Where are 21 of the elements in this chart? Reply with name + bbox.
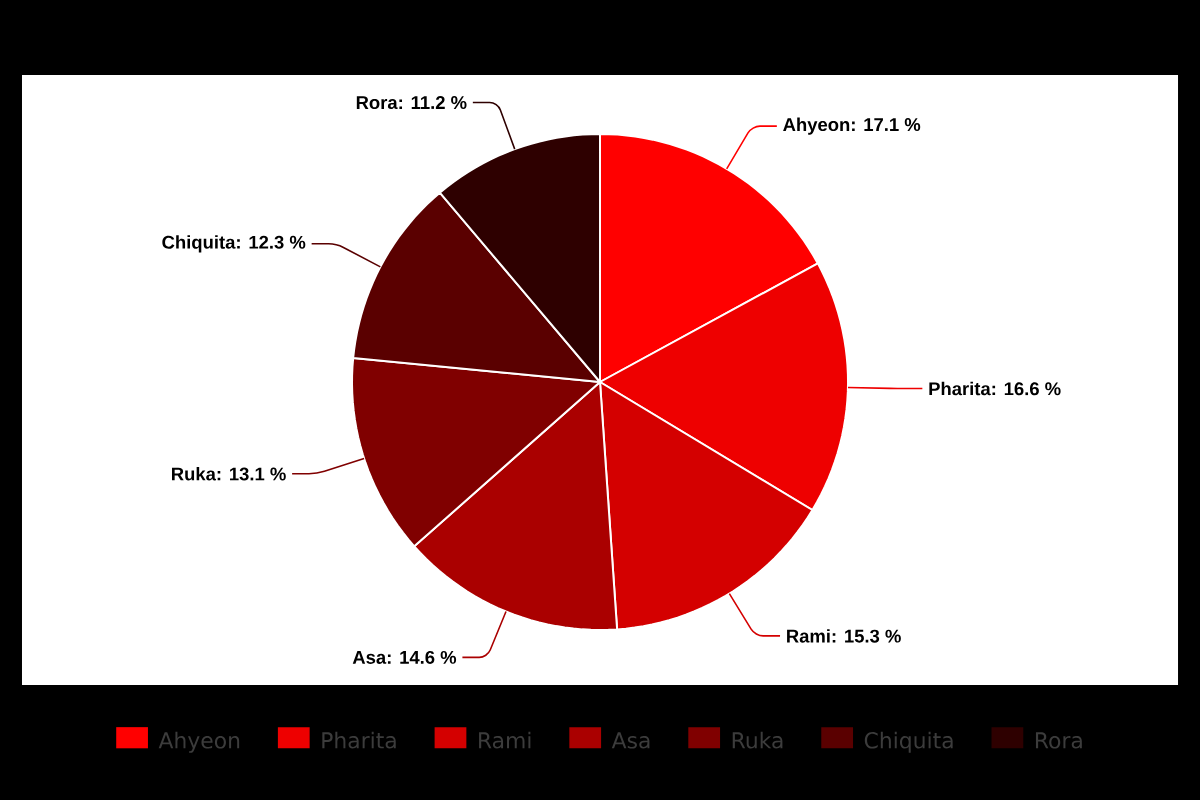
legend-label: Asa [611, 732, 650, 749]
data-label: : 13.1 % [217, 467, 286, 481]
slice-label: Rora [356, 96, 398, 110]
legend-label: Chiquita [864, 731, 953, 753]
data-label: : 16.6 % [992, 382, 1061, 396]
data-label: : 11.2 % [399, 96, 467, 110]
legend-label: Pharita [322, 731, 396, 749]
slice-label: Ruka [172, 467, 216, 481]
legend-label: Rami [479, 731, 531, 749]
slice-label: Ahyeon [783, 117, 850, 135]
data-label: : 14.6 % [387, 650, 457, 664]
legend-label: Ahyeon [158, 731, 240, 753]
slice-label: Chiquita [162, 235, 236, 253]
slice-label: Asa [352, 651, 387, 664]
legend-label: Rora [1035, 732, 1082, 749]
slice-label: Pharita [929, 381, 991, 396]
legend-label: Ruka [732, 731, 783, 749]
slice-label: Rami [787, 629, 830, 643]
data-label: : 12.3 % [237, 235, 306, 249]
data-label: : 15.3 % [832, 629, 901, 643]
data-label: : 17.1 % [852, 118, 921, 132]
